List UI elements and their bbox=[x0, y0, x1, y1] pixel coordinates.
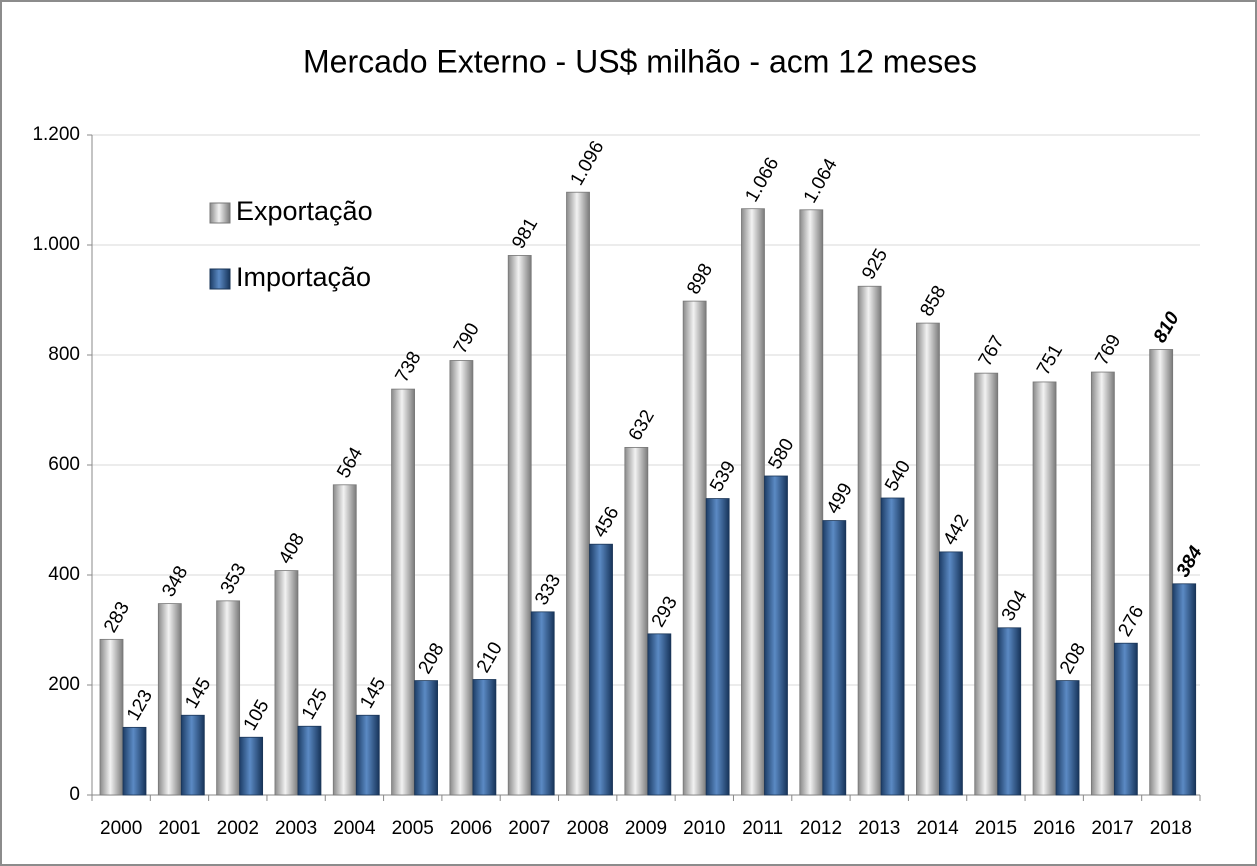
x-tick-label: 2006 bbox=[450, 818, 492, 839]
x-tick-label: 2012 bbox=[800, 818, 842, 839]
bar bbox=[566, 191, 590, 796]
y-tick-label: 200 bbox=[48, 674, 80, 695]
bar bbox=[822, 520, 847, 796]
x-tick-label: 2007 bbox=[508, 818, 550, 839]
x-tick-label: 2004 bbox=[333, 818, 376, 839]
x-tick-label: 2011 bbox=[742, 818, 783, 839]
chart-title: Mercado Externo - US$ milhão - acm 12 me… bbox=[303, 43, 977, 79]
x-tick-label: 2016 bbox=[1033, 818, 1075, 839]
bar bbox=[449, 360, 474, 796]
bar bbox=[974, 372, 999, 796]
y-tick-label: 1.200 bbox=[32, 124, 80, 145]
x-tick-label: 2009 bbox=[625, 818, 667, 839]
bar bbox=[1032, 381, 1057, 796]
x-tick-label: 2018 bbox=[1150, 818, 1192, 839]
bar bbox=[122, 726, 147, 796]
bar bbox=[1172, 583, 1197, 796]
bar bbox=[297, 725, 322, 796]
bar bbox=[799, 209, 824, 796]
bar bbox=[274, 570, 299, 796]
legend-label: Exportação bbox=[236, 196, 373, 226]
bar bbox=[682, 300, 707, 796]
bar bbox=[939, 551, 963, 796]
bar bbox=[414, 680, 438, 796]
x-tick-label: 2003 bbox=[275, 818, 317, 839]
bar bbox=[472, 679, 497, 796]
x-tick-label: 2017 bbox=[1091, 818, 1133, 839]
x-tick-label: 2010 bbox=[683, 818, 725, 839]
legend-label: Importação bbox=[236, 262, 371, 292]
bar bbox=[530, 611, 555, 796]
y-tick-label: 800 bbox=[48, 344, 80, 365]
x-tick-label: 2002 bbox=[217, 818, 259, 839]
legend-swatch bbox=[209, 202, 231, 224]
x-tick-label: 2015 bbox=[975, 818, 1017, 839]
bar bbox=[589, 543, 613, 796]
x-tick-label: 2014 bbox=[916, 818, 959, 839]
x-tick-label: 2008 bbox=[567, 818, 609, 839]
y-tick-label: 400 bbox=[48, 564, 80, 585]
y-tick-label: 600 bbox=[48, 454, 80, 475]
bar bbox=[355, 714, 380, 796]
bar bbox=[741, 208, 765, 796]
x-tick-label: 2000 bbox=[100, 818, 142, 839]
bar bbox=[624, 446, 649, 796]
bar bbox=[507, 255, 532, 796]
bar bbox=[332, 484, 357, 796]
legend-swatch bbox=[209, 268, 231, 290]
bar bbox=[997, 627, 1022, 796]
bar bbox=[216, 600, 241, 796]
bar bbox=[705, 498, 730, 796]
bar bbox=[1090, 371, 1115, 796]
x-tick-label: 2013 bbox=[858, 818, 900, 839]
bar bbox=[857, 285, 882, 796]
bar bbox=[1113, 642, 1138, 796]
bar bbox=[239, 736, 264, 796]
y-tick-label: 1.000 bbox=[32, 234, 80, 255]
bar bbox=[391, 388, 415, 796]
bar bbox=[764, 475, 788, 796]
bar bbox=[99, 638, 124, 796]
bar bbox=[916, 322, 940, 796]
bar bbox=[180, 714, 205, 796]
bar bbox=[647, 633, 672, 796]
y-tick-label: 0 bbox=[69, 784, 80, 805]
bar bbox=[1055, 680, 1080, 796]
x-tick-label: 2005 bbox=[392, 818, 434, 839]
x-tick-label: 2001 bbox=[158, 818, 200, 839]
bar bbox=[1149, 349, 1174, 796]
bar bbox=[157, 603, 182, 796]
bar bbox=[880, 497, 905, 796]
